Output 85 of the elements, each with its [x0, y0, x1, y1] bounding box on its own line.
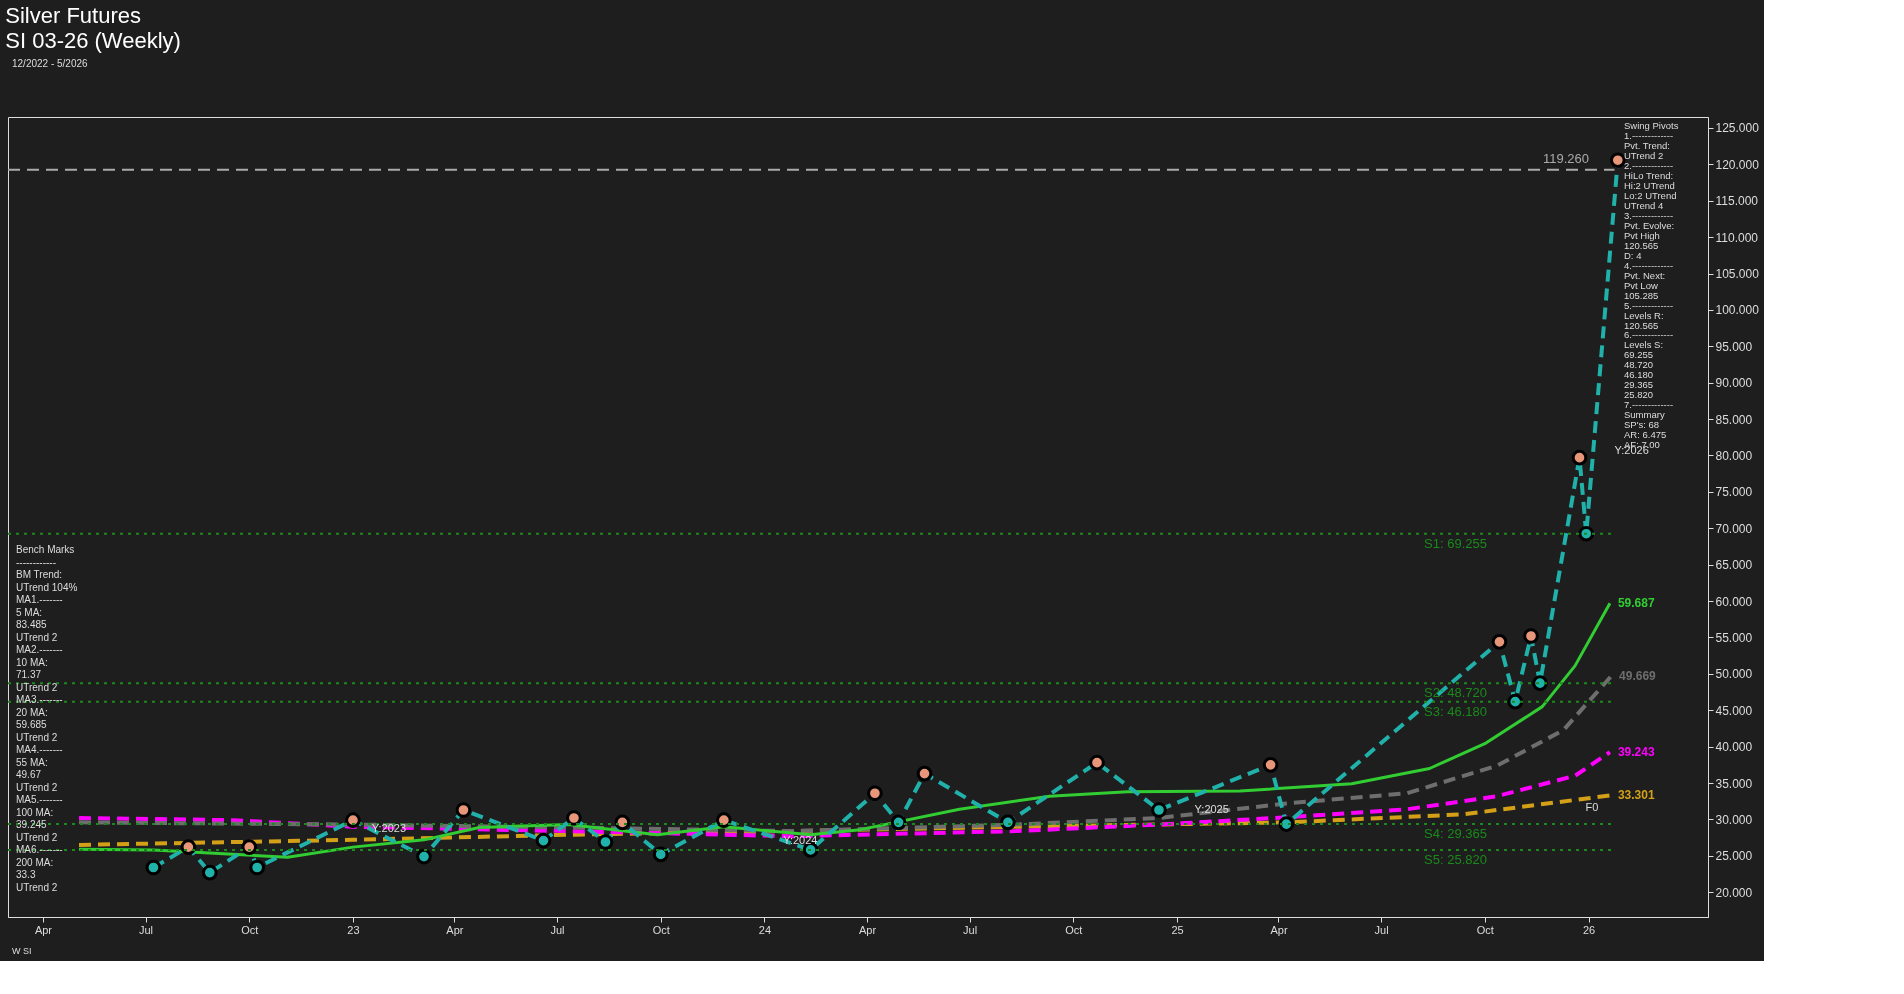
data-label: 39.243 [1617, 745, 1655, 760]
point [652, 846, 669, 863]
data-label: 49.669 [1619, 669, 1657, 684]
x-tick-label: Jul [1374, 923, 1389, 936]
point [867, 785, 883, 802]
point [1262, 757, 1279, 773]
y-tick-label: 125.000 [1715, 121, 1760, 136]
point [1571, 449, 1588, 466]
text: Bench Marks ------------ BM Trend: UTrend 104% MA1.------- 5 MA: 83.485 UTrend 2 MA2.------- 10 MA: 71.37 UTrend 2 MA3.------- 20 MA: 59.685 UTrend 2 MA4.------- 55 MA: 49.67 UTrend 2 MA5.------- 100 MA: 39.245 UTrend 2 MA6.------- 200 MA: 33.3 UTrend 2 [16, 544, 78, 893]
point [1089, 754, 1105, 771]
point [614, 814, 631, 831]
line-series [77, 793, 1612, 847]
ref-line-label: S1: 69.255 [1424, 535, 1487, 551]
x-tick-label: Apr [858, 923, 877, 936]
point [1151, 802, 1167, 818]
point [1532, 675, 1548, 691]
point [241, 839, 258, 855]
point [416, 848, 432, 865]
point [145, 859, 162, 876]
y-tick-label: 90.000 [1715, 376, 1753, 391]
text: 12/2022 - 5/2026 [12, 58, 89, 69]
point [455, 802, 472, 818]
x-tick-label: Apr [34, 923, 53, 936]
x-tick-label: 25 [1171, 923, 1184, 936]
point [566, 810, 582, 826]
y-tick-label: 100.000 [1715, 303, 1760, 318]
point [201, 864, 218, 881]
y-tick-label: 85.000 [1715, 412, 1753, 427]
ref-line-label: S5: 25.820 [1424, 851, 1487, 867]
y-tick-label: 30.000 [1715, 812, 1753, 827]
y-tick-label: 95.000 [1715, 339, 1753, 354]
point [1578, 525, 1595, 542]
point [1278, 816, 1295, 832]
ref-line-label: S3: 46.180 [1424, 703, 1487, 719]
y-tick-label: 35.000 [1715, 776, 1753, 791]
point [180, 839, 197, 855]
x-tick-label: Jul [550, 923, 565, 936]
point [1609, 152, 1626, 169]
ref-line-label: S4: 29.365 [1424, 826, 1487, 842]
point [597, 834, 614, 850]
y-tick-label: 65.000 [1715, 558, 1753, 573]
x-tick-label: Apr [446, 923, 464, 936]
ref-line-label: 119.260 [1542, 150, 1589, 166]
x-tick-label: 23 [347, 923, 360, 936]
y-tick-label: 80.000 [1715, 448, 1753, 463]
ref-line-label: S2: 48.720 [1424, 685, 1487, 701]
annotation: Y:2025 [1194, 803, 1229, 816]
x-tick-label: Jul [139, 923, 154, 936]
x-tick-label: Oct [652, 923, 670, 936]
point [1491, 634, 1508, 650]
y-tick-label: 105.000 [1715, 267, 1760, 282]
x-tick-label: 24 [758, 923, 772, 936]
y-tick-label: 115.000 [1715, 194, 1759, 209]
x-tick-label: 26 [1582, 923, 1596, 936]
y-tick-label: 75.000 [1715, 485, 1753, 500]
y-tick-label: 70.000 [1715, 521, 1753, 536]
y-tick-label: 50.000 [1715, 667, 1753, 682]
y-tick-label: 20.000 [1715, 885, 1753, 900]
x-tick-label: Oct [241, 923, 259, 936]
chart-title: Silver Futures [5, 3, 141, 28]
y-tick-label: 45.000 [1715, 703, 1753, 718]
y-tick-label: 120.000 [1715, 157, 1760, 172]
point [1523, 628, 1539, 644]
point [249, 859, 265, 876]
point [1000, 814, 1016, 831]
x-tick-label: Jul [963, 923, 978, 936]
point [716, 812, 732, 828]
text: W SI [12, 946, 32, 956]
point [535, 832, 552, 849]
point [890, 814, 907, 831]
chart-subtitle: SI 03-26 (Weekly) [5, 28, 181, 53]
y-tick-label: 25.000 [1715, 849, 1753, 864]
y-tick-label: 110.000 [1715, 230, 1759, 245]
point [345, 812, 361, 828]
x-tick-label: Oct [1476, 923, 1494, 936]
x-tick-label: Oct [1065, 923, 1083, 936]
point [916, 765, 933, 782]
y-tick-label: 60.000 [1715, 594, 1753, 609]
point [1507, 693, 1524, 710]
data-label: 59.687 [1617, 596, 1655, 611]
x-tick-label: Apr [1270, 923, 1288, 936]
y-tick-label: 40.000 [1715, 740, 1753, 755]
annotation: F0 [1585, 800, 1599, 813]
y-tick-label: 55.000 [1715, 630, 1753, 645]
data-label: 33.301 [1617, 788, 1655, 803]
